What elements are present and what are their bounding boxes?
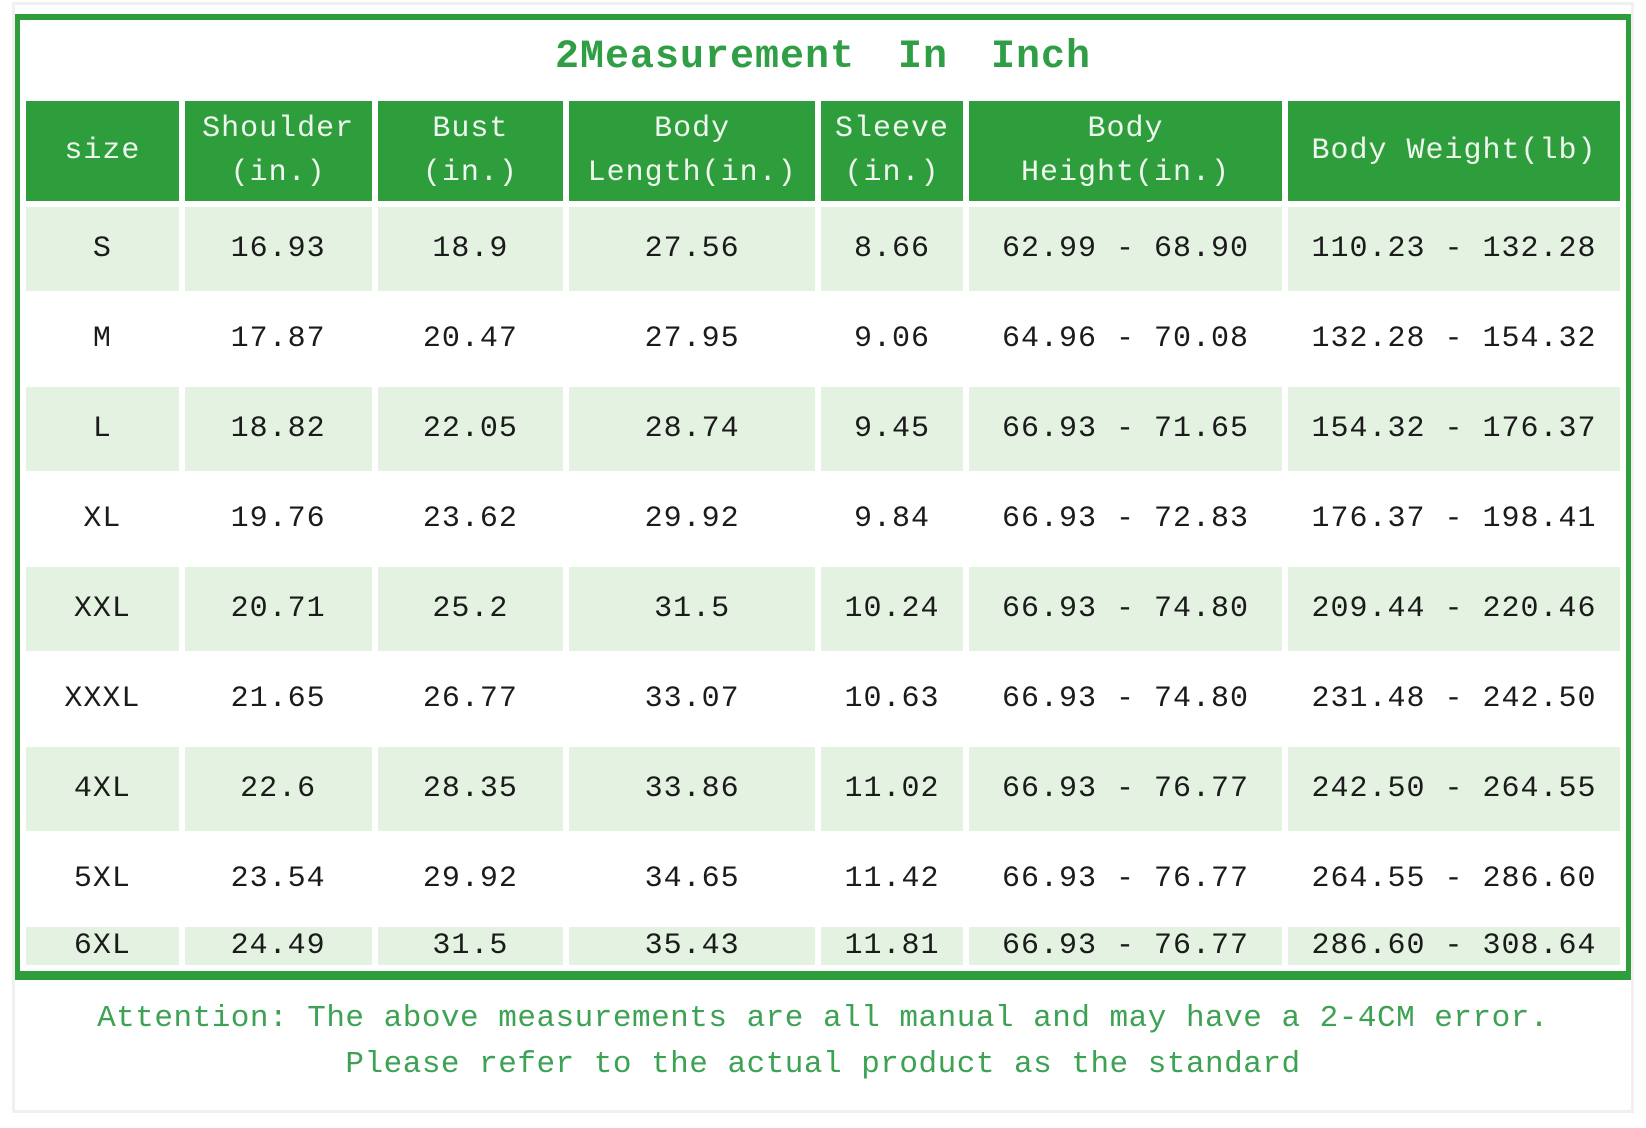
size-label-cell: 5XL bbox=[26, 837, 179, 921]
measurement-cell: 28.35 bbox=[377, 747, 564, 831]
measurement-cell: 27.56 bbox=[569, 207, 816, 291]
measurement-cell: 29.92 bbox=[377, 837, 564, 921]
measurement-cell: 28.74 bbox=[569, 387, 816, 471]
measurement-cell: 23.54 bbox=[184, 837, 372, 921]
table-row: 4XL 22.6 28.35 33.86 11.02 66.93 - 76.77 242.5… bbox=[26, 747, 1620, 831]
measurement-cell: 20.47 bbox=[377, 297, 564, 381]
measurement-cell: 29.92 bbox=[569, 477, 816, 561]
measurement-cell: 64.96 - 70.08 bbox=[968, 297, 1283, 381]
measurement-cell: 66.93 - 76.77 bbox=[968, 747, 1283, 831]
measurement-cell: 286.60 - 308.64 bbox=[1288, 927, 1620, 965]
measurement-cell: 19.76 bbox=[184, 477, 372, 561]
measurement-cell: 66.93 - 74.80 bbox=[968, 657, 1283, 741]
measurement-cell: 16.93 bbox=[184, 207, 372, 291]
table-row: XL 19.76 23.62 29.92 9.84 66.93 - 72.83 176.37… bbox=[26, 477, 1620, 561]
measurement-cell: 110.23 - 132.28 bbox=[1288, 207, 1620, 291]
size-label-cell: S bbox=[26, 207, 179, 291]
measurement-cell: 132.28 - 154.32 bbox=[1288, 297, 1620, 381]
measurement-cell: 23.62 bbox=[377, 477, 564, 561]
col-header-body-weight: Body Weight(lb) bbox=[1288, 101, 1620, 201]
measurement-cell: 11.42 bbox=[821, 837, 963, 921]
size-label-cell: XL bbox=[26, 477, 179, 561]
measurement-cell: 66.93 - 76.77 bbox=[968, 837, 1283, 921]
table-row: 6XL 24.49 31.5 35.43 11.81 66.93 - 76.77 286.6… bbox=[26, 927, 1620, 965]
measurement-cell: 21.65 bbox=[184, 657, 372, 741]
measurement-cell: 62.99 - 68.90 bbox=[968, 207, 1283, 291]
attention-notes: Attention: The above measurements are al… bbox=[15, 980, 1631, 1110]
attention-line-2: Please refer to the actual product as th… bbox=[345, 1047, 1301, 1082]
measurement-cell: 231.48 - 242.50 bbox=[1288, 657, 1620, 741]
measurement-cell: 31.5 bbox=[569, 567, 816, 651]
size-label-cell: M bbox=[26, 297, 179, 381]
col-header-size: size bbox=[26, 101, 179, 201]
size-chart-panel: 2Measurement In Inch size Shoulder (in.)… bbox=[15, 14, 1631, 980]
table-row: S 16.93 18.9 27.56 8.66 62.99 - 68.90 110.23 -… bbox=[26, 207, 1620, 291]
measurement-cell: 26.77 bbox=[377, 657, 564, 741]
measurement-cell: 66.93 - 72.83 bbox=[968, 477, 1283, 561]
bottom-border-bar bbox=[20, 971, 1626, 980]
measurement-cell: 18.9 bbox=[377, 207, 564, 291]
measurement-cell: 154.32 - 176.37 bbox=[1288, 387, 1620, 471]
measurement-cell: 9.06 bbox=[821, 297, 963, 381]
col-header-shoulder: Shoulder (in.) bbox=[184, 101, 372, 201]
measurement-cell: 11.02 bbox=[821, 747, 963, 831]
attention-line-1: Attention: The above measurements are al… bbox=[97, 1001, 1549, 1036]
col-header-body-height: Body Height(in.) bbox=[968, 101, 1283, 201]
measurement-cell: 22.6 bbox=[184, 747, 372, 831]
measurement-cell: 10.63 bbox=[821, 657, 963, 741]
measurement-cell: 264.55 - 286.60 bbox=[1288, 837, 1620, 921]
measurement-cell: 25.2 bbox=[377, 567, 564, 651]
size-label-cell: 4XL bbox=[26, 747, 179, 831]
title-band: 2Measurement In Inch bbox=[20, 20, 1626, 95]
size-label-cell: XXXL bbox=[26, 657, 179, 741]
measurement-cell: 17.87 bbox=[184, 297, 372, 381]
measurement-cell: 27.95 bbox=[569, 297, 816, 381]
measurement-cell: 18.82 bbox=[184, 387, 372, 471]
size-table-header: size Shoulder (in.) Bust (in.) Body Leng… bbox=[26, 101, 1620, 201]
measurement-cell: 66.93 - 74.80 bbox=[968, 567, 1283, 651]
measurement-cell: 22.05 bbox=[377, 387, 564, 471]
measurement-cell: 33.07 bbox=[569, 657, 816, 741]
table-row: XXL 20.71 25.2 31.5 10.24 66.93 - 74.80 209.44… bbox=[26, 567, 1620, 651]
top-border-bar bbox=[20, 14, 1626, 20]
size-label-cell: L bbox=[26, 387, 179, 471]
chart-title: 2Measurement In Inch bbox=[554, 35, 1092, 80]
size-table-body: S 16.93 18.9 27.56 8.66 62.99 - 68.90 110.23 -… bbox=[26, 207, 1620, 965]
size-label-cell: XXL bbox=[26, 567, 179, 651]
size-label-cell: 6XL bbox=[26, 927, 179, 965]
measurement-cell: 35.43 bbox=[569, 927, 816, 965]
table-row: M 17.87 20.47 27.95 9.06 64.96 - 70.08 132.28 … bbox=[26, 297, 1620, 381]
measurement-cell: 11.81 bbox=[821, 927, 963, 965]
measurement-cell: 209.44 - 220.46 bbox=[1288, 567, 1620, 651]
measurement-cell: 9.84 bbox=[821, 477, 963, 561]
size-table: size Shoulder (in.) Bust (in.) Body Leng… bbox=[20, 95, 1626, 971]
measurement-cell: 176.37 - 198.41 bbox=[1288, 477, 1620, 561]
col-header-sleeve: Sleeve (in.) bbox=[821, 101, 963, 201]
measurement-cell: 66.93 - 71.65 bbox=[968, 387, 1283, 471]
table-row: 5XL 23.54 29.92 34.65 11.42 66.93 - 76.77 264.… bbox=[26, 837, 1620, 921]
measurement-cell: 24.49 bbox=[184, 927, 372, 965]
table-row: XXXL 21.65 26.77 33.07 10.63 66.93 - 74.80 231… bbox=[26, 657, 1620, 741]
measurement-cell: 242.50 - 264.55 bbox=[1288, 747, 1620, 831]
measurement-cell: 34.65 bbox=[569, 837, 816, 921]
measurement-cell: 9.45 bbox=[821, 387, 963, 471]
measurement-cell: 66.93 - 76.77 bbox=[968, 927, 1283, 965]
measurement-cell: 31.5 bbox=[377, 927, 564, 965]
header-row: size Shoulder (in.) Bust (in.) Body Leng… bbox=[26, 101, 1620, 201]
measurement-cell: 8.66 bbox=[821, 207, 963, 291]
measurement-cell: 20.71 bbox=[184, 567, 372, 651]
col-header-body-length: Body Length(in.) bbox=[569, 101, 816, 201]
col-header-bust: Bust (in.) bbox=[377, 101, 564, 201]
measurement-cell: 10.24 bbox=[821, 567, 963, 651]
size-chart-card: 2Measurement In Inch size Shoulder (in.)… bbox=[12, 2, 1634, 1113]
measurement-cell: 33.86 bbox=[569, 747, 816, 831]
table-row: L 18.82 22.05 28.74 9.45 66.93 - 71.65 154.32 … bbox=[26, 387, 1620, 471]
